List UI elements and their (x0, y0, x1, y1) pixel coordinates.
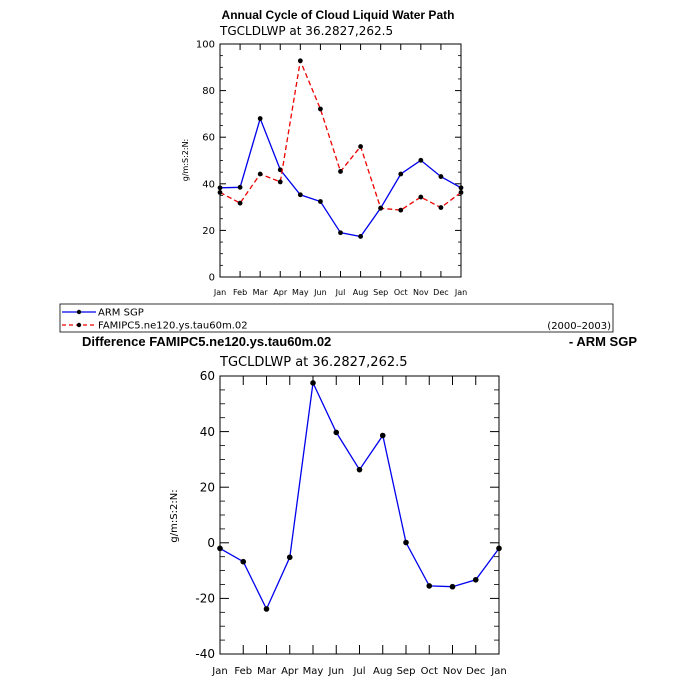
y-tick-label: -40 (195, 647, 215, 661)
series-0-point (438, 174, 444, 179)
series-0-point (398, 171, 404, 177)
x-tick-label: Dec (466, 666, 485, 676)
series-0-point (237, 184, 243, 190)
series-0-point (426, 583, 433, 589)
series-1-point (458, 190, 464, 195)
chart-title-right: - ARM SGP (569, 334, 637, 349)
legend: ARM SGP FAMIPC5.ne120.ys.tau60m.02 (2000… (59, 303, 614, 333)
legend-label-arm-sgp: ARM SGP (98, 308, 144, 319)
y-tick-label: 0 (209, 273, 215, 284)
y-tick-label: 40 (200, 425, 215, 439)
series-0-point (338, 230, 343, 236)
plot-frame (219, 43, 462, 278)
series-0-point (286, 554, 293, 561)
y-tick-label: -20 (195, 592, 215, 606)
x-tick-label: Jan (454, 288, 467, 297)
legend-label-famipc5: FAMIPC5.ne120.ys.tau60m.02 (98, 321, 248, 332)
series-1-point (277, 179, 283, 185)
series-0-point (333, 429, 340, 436)
x-tick-label: Jan (490, 666, 506, 676)
x-tick-label: Nov (413, 288, 429, 297)
series-1-point (438, 205, 444, 210)
y-axis-label: g/m:S:2:N: (181, 139, 190, 182)
x-tick-label: Dec (433, 288, 448, 297)
y-tick-label: 60 (202, 133, 215, 144)
x-tick-label: Oct (394, 288, 408, 297)
chart-title: Difference FAMIPC5.ne120.ys.tau60m.02 (82, 334, 331, 349)
y-axis-label: g/m:S:2:N: (169, 489, 180, 542)
legend-marker-arm-sgp (76, 309, 82, 315)
series-1-point (237, 200, 243, 206)
x-tick-label: Nov (443, 666, 463, 676)
y-tick-label: 80 (202, 86, 215, 97)
series-0-point (356, 466, 363, 473)
series-1-point (257, 171, 263, 177)
series-0-point (240, 558, 247, 565)
series-1-point (338, 169, 343, 174)
x-tick-label: Sep (397, 666, 416, 676)
series-0-point (358, 234, 363, 239)
plot-frame (219, 375, 500, 655)
chart-subtitle: TGCLDLWP at 36.2827,262.5 (219, 355, 408, 370)
series-0-point (449, 583, 456, 590)
x-tick-label: Jun (313, 288, 327, 297)
x-tick-label: Feb (234, 666, 252, 676)
series-0-point (310, 380, 316, 386)
series-1-point (297, 58, 303, 64)
series-0-point (257, 116, 263, 121)
x-tick-label: Aug (373, 666, 393, 676)
x-tick-label: Apr (281, 666, 299, 676)
series-0-point (217, 545, 223, 552)
series-1-point (378, 205, 384, 211)
plot-area: 0 20 40 60 80 100 Jan Feb Mar Apr May Jun Jul Aug Sep O… (196, 40, 467, 298)
series-0-point (263, 606, 270, 612)
chart-subtitle: TGCLDLWP at 36.2827,262.5 (219, 24, 393, 38)
series-line-1 (219, 58, 462, 211)
series-0-point (472, 576, 479, 583)
y-tick-label: 20 (200, 480, 215, 494)
x-tick-label: Mar (257, 666, 277, 676)
series-line-0 (219, 116, 462, 238)
x-tick-label: Feb (233, 288, 247, 297)
y-tick-label: 100 (196, 40, 215, 51)
y-tick-label: 40 (202, 179, 215, 190)
chart-title: Annual Cycle of Cloud Liquid Water Path (222, 8, 455, 22)
series-1-point (398, 207, 404, 213)
series-0-point (217, 185, 223, 191)
x-tick-label: Sep (373, 288, 388, 297)
series-1-point (318, 106, 323, 112)
x-tick-label: Jul (335, 288, 346, 297)
x-tick-label: Aug (353, 288, 369, 297)
series-0-point (458, 185, 464, 191)
series-0-point (403, 539, 409, 546)
y-tick-label: 0 (207, 536, 215, 550)
series-1-point (418, 194, 424, 200)
legend-marker-famipc5 (76, 322, 82, 328)
x-tick-label: Jan (213, 288, 226, 297)
series-1-point (217, 190, 223, 195)
x-tick-label: May (292, 288, 309, 297)
series-0-point (496, 545, 502, 552)
y-tick-label: 20 (202, 226, 215, 237)
series-0-point (297, 192, 303, 198)
series-0-point (379, 432, 386, 439)
x-tick-label: Jun (327, 666, 344, 676)
x-tick-label: Jul (352, 666, 365, 676)
series-1-point (358, 144, 363, 149)
legend-period: (2000–2003) (547, 321, 611, 332)
legend-box (59, 303, 614, 333)
annual-cycle-chart: Annual Cycle of Cloud Liquid Water Path … (181, 8, 467, 297)
x-tick-label: May (303, 666, 324, 676)
plot-area: -40 -20 0 20 40 60 Jan Feb Mar Apr May Jun Jul Aug Sep… (195, 369, 506, 676)
x-tick-label: Apr (273, 288, 288, 297)
y-tick-label: 60 (200, 369, 215, 383)
series-0-point (318, 199, 323, 204)
series-0-point (418, 157, 424, 163)
series-line-0 (219, 380, 500, 611)
x-tick-label: Oct (421, 666, 438, 676)
x-tick-label: Mar (253, 288, 269, 297)
difference-chart: Difference FAMIPC5.ne120.ys.tau60m.02 - … (82, 334, 637, 676)
x-tick-label: Jan (211, 666, 227, 676)
